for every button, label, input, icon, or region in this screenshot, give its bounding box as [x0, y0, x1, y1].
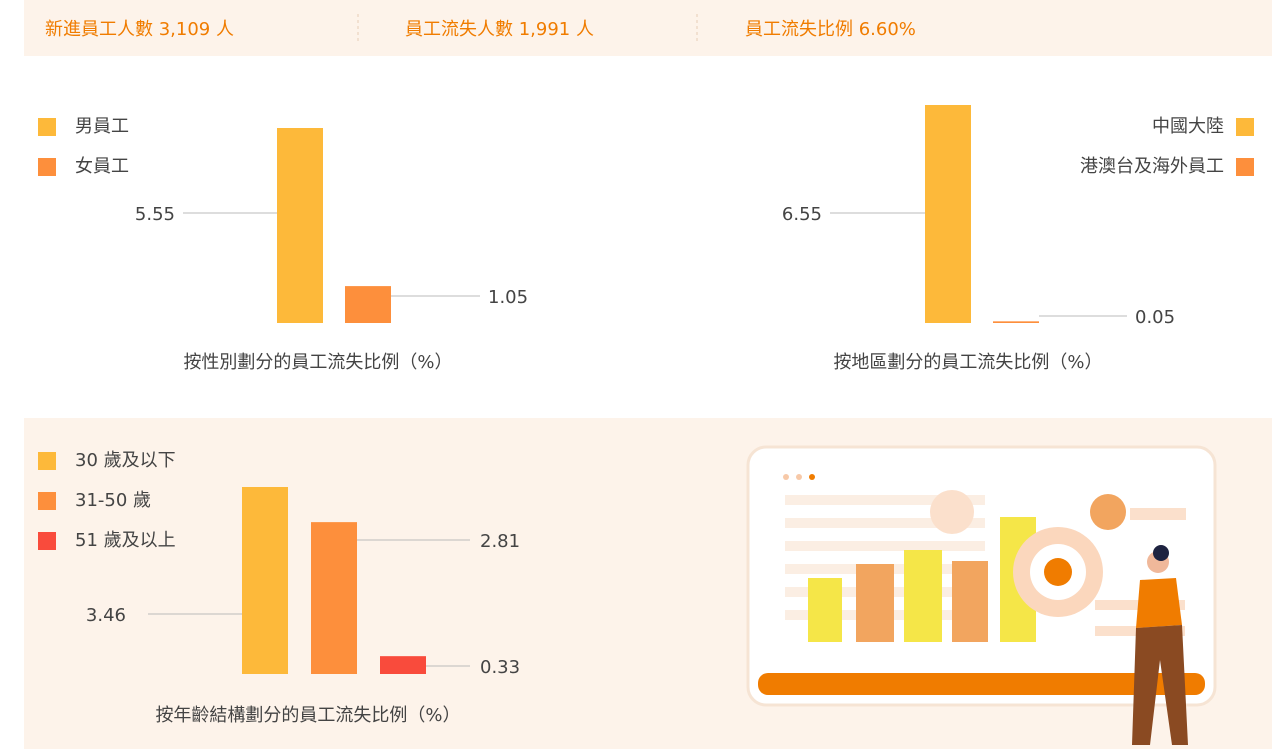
value-label: 2.81	[480, 531, 520, 552]
header-stat: 員工流失人數 1,991 人	[405, 19, 594, 40]
bar	[380, 656, 426, 674]
legend-swatch	[1236, 158, 1254, 176]
legend-label: 女員工	[75, 156, 129, 177]
legend-label: 31-50 歲	[75, 490, 151, 511]
value-label: 0.33	[480, 657, 520, 678]
legend-swatch	[38, 158, 56, 176]
legend-label: 港澳台及海外員工	[1080, 156, 1224, 177]
bar	[242, 487, 288, 674]
legend-label: 51 歲及以上	[75, 530, 176, 551]
illustration	[746, 445, 1217, 745]
value-label: 1.05	[488, 287, 528, 308]
legend-label: 男員工	[75, 116, 129, 137]
value-label: 5.55	[135, 204, 175, 225]
header-strip	[24, 0, 1272, 56]
header-stat: 員工流失比例 6.60%	[745, 19, 916, 40]
legend-label: 30 歲及以下	[75, 450, 176, 471]
bar	[993, 321, 1039, 323]
chart-title: 按年齡結構劃分的員工流失比例（%）	[155, 705, 460, 726]
legend-swatch	[1236, 118, 1254, 136]
bar	[345, 286, 391, 323]
value-label: 0.05	[1135, 307, 1175, 328]
header-stat: 新進員工人數 3,109 人	[45, 19, 234, 40]
legend-swatch	[38, 532, 56, 550]
value-label: 3.46	[86, 605, 126, 626]
bar	[925, 105, 971, 323]
chart-title: 按地區劃分的員工流失比例（%）	[833, 352, 1102, 373]
legend-swatch	[38, 452, 56, 470]
value-label: 6.55	[782, 204, 822, 225]
legend-swatch	[38, 118, 56, 136]
bar	[311, 522, 357, 674]
chart-title: 按性別劃分的員工流失比例（%）	[183, 352, 452, 373]
bar	[277, 128, 323, 323]
legend-swatch	[38, 492, 56, 510]
legend-label: 中國大陸	[1152, 116, 1224, 137]
